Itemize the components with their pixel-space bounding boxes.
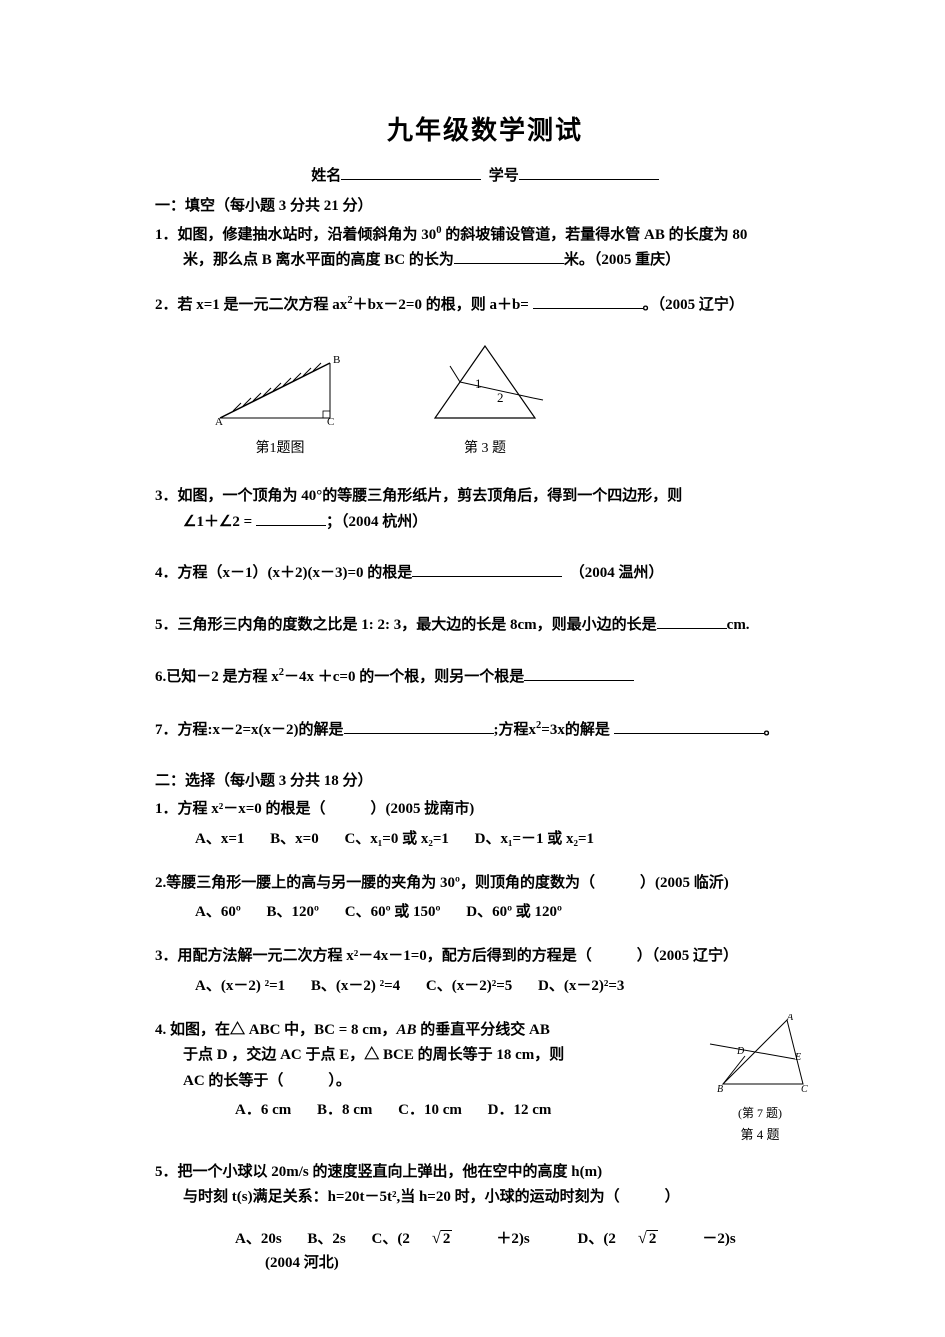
s1-q2-text-b: ＋bx－2=0 的根，则 a＋b=	[353, 297, 529, 313]
s2-q3-b: B、(x－2) ²=4	[311, 978, 400, 994]
figures-row: A C B 第1题图 1 2 第 3 题	[205, 338, 815, 460]
fig3-caption: 第 3 题	[415, 438, 555, 460]
s2-q4-ab-italic: AB	[396, 1022, 416, 1038]
s2-q5-opt-a: A、20s	[235, 1231, 282, 1247]
s1-q7-text-a: 7．方程:x－2=x(x－2)的解是	[155, 722, 344, 738]
s2-q4-opt-c: C．10 cm	[398, 1102, 462, 1118]
svg-text:E: E	[794, 1052, 801, 1063]
s2-q3-c: C、(x－2)²=5	[426, 978, 512, 994]
s1-q5: 5．三角形三内角的度数之比是 1: 2: 3，最大边的长是 8cm，则最小边的长…	[155, 613, 815, 639]
s2-q5-opt-d: D、(22－2)s	[578, 1231, 758, 1247]
s2-q2-opts: A、60º B、120º C、60º 或 150º D、60º 或 120º	[155, 900, 815, 924]
s2-q5-a: 5．把一个小球以 20m/s 的速度竖直向上弹出，他在空中的高度 h(m)	[155, 1164, 602, 1180]
s1-q6-text-b: －4x ＋c=0 的一个根，则另一个根是	[284, 669, 524, 685]
s1-q3-text-b: ∠1＋∠2 =	[183, 514, 252, 530]
s2-q4-opt-d: D．12 cm	[488, 1102, 552, 1118]
section2-head: 二：选择（每小题 3 分共 18 分）	[155, 769, 815, 793]
s2-q5-b: 与时刻 t(s)满足关系：h=20t－5t²,当 h=20 时，小球的运动时刻为…	[155, 1185, 815, 1211]
s1-q3-blank	[256, 511, 326, 526]
s1-q1-text-d: 米。（2005 重庆）	[564, 252, 680, 268]
svg-text:C: C	[801, 1084, 808, 1094]
s1-q2-blank	[533, 294, 643, 309]
s1-q1-text-b: 的斜坡铺设管道，若量得水管 AB 的长度为 80	[442, 227, 748, 243]
s2-q1: 1．方程 x²－x=0 的根是（ ）(2005 拢南市)	[155, 797, 815, 823]
s1-q4: 4．方程（x－1）(x＋2)(x－3)=0 的根是 （2004 温州）	[155, 561, 815, 587]
fig1-svg: A C B	[205, 353, 355, 428]
svg-text:C: C	[327, 416, 334, 428]
fig3-svg: 1 2	[415, 338, 555, 428]
s2-q1-opts: A、x=1 B、x=0 C、x₁=0 或 x₂=1 D、x₁=－1 或 x₂=1	[155, 827, 815, 851]
s1-q6: 6.已知－2 是方程 x2－4x ＋c=0 的一个根，则另一个根是	[155, 664, 815, 691]
s2-q1-b: B、x=0	[270, 831, 319, 847]
svg-text:B: B	[333, 354, 340, 366]
s2-q4-opt-b: B．8 cm	[317, 1102, 372, 1118]
s1-q6-text-a: 6.已知－2 是方程 x	[155, 669, 279, 685]
svg-text:1: 1	[475, 376, 482, 391]
s1-q1-text-c: 米，那么点 B 离水平面的高度 BC 的长为	[183, 252, 454, 268]
s2-q4-a: 4. 如图，在△ ABC 中，BC = 8 cm，	[155, 1022, 396, 1038]
s2-q2-a: A、60º	[195, 904, 241, 920]
s2-q1-d: D、x₁=－1 或 x₂=1	[475, 831, 594, 847]
s2-q4-a2: 的垂直平分线交 AB	[416, 1022, 549, 1038]
name-id-row: 姓名 学号	[155, 164, 815, 188]
s1-q1-text-a: 1．如图，修建抽水站时，沿着倾斜角为 30	[155, 227, 436, 243]
s2-q2: 2.等腰三角形一腰上的高与另一腰的夹角为 30º，则顶角的度数为（ ）(2005…	[155, 871, 815, 897]
s2-q3-opts: A、(x－2) ²=1 B、(x－2) ²=4 C、(x－2)²=5 D、(x－…	[155, 974, 815, 998]
s1-q7: 7．方程:x－2=x(x－2)的解是;方程x2=3x的解是 。	[155, 717, 815, 744]
s2-q5: 5．把一个小球以 20m/s 的速度竖直向上弹出，他在空中的高度 h(m) 与时…	[155, 1160, 815, 1211]
s1-q1-blank	[454, 249, 564, 264]
svg-text:A: A	[215, 416, 223, 428]
s2-q4-opt-a: A．6 cm	[235, 1102, 291, 1118]
s1-q1: 1．如图，修建抽水站时，沿着倾斜角为 300 的斜坡铺设管道，若量得水管 AB …	[155, 222, 815, 274]
s1-q7-text-d: 。	[764, 722, 779, 738]
s1-q5-blank	[657, 614, 727, 629]
id-blank	[519, 165, 659, 180]
s1-q6-blank	[524, 666, 634, 681]
fig1-caption: 第1题图	[205, 438, 355, 460]
s2-q5-opt-c: C、(22＋2)s	[372, 1231, 552, 1247]
svg-text:A: A	[786, 1014, 794, 1023]
name-label: 姓名	[311, 168, 341, 184]
s1-q4-text-a: 4．方程（x－1）(x＋2)(x－3)=0 的根是	[155, 565, 412, 581]
s2-q2-c: C、60º 或 150º	[345, 904, 441, 920]
s1-q4-text-b: （2004 温州）	[577, 565, 663, 581]
page-title: 九年级数学测试	[155, 110, 815, 152]
figure-1: A C B 第1题图	[205, 353, 355, 460]
s1-q3: 3．如图，一个顶角为 40°的等腰三角形纸片，剪去顶角后，得到一个四边形，则 ∠…	[155, 484, 815, 535]
s1-q7-text-c: =3x的解是	[541, 722, 610, 738]
s1-q4-blank	[412, 562, 562, 577]
s1-q7-blank2	[614, 719, 764, 734]
s1-q2-text-a: 2．若 x=1 是一元二次方程 ax	[155, 297, 347, 313]
section1-head: 一：填空（每小题 3 分共 21 分）	[155, 194, 815, 218]
s2-q3-d: D、(x－2)²=3	[538, 978, 624, 994]
svg-text:D: D	[736, 1046, 745, 1057]
s2-q5-src: (2004 河北)	[265, 1255, 339, 1271]
fig4-caption2: 第 4 题	[705, 1125, 815, 1146]
figure-3: 1 2 第 3 题	[415, 338, 555, 460]
svg-text:B: B	[717, 1084, 723, 1094]
s1-q2: 2．若 x=1 是一元二次方程 ax2＋bx－2=0 的根，则 a＋b= 。（2…	[155, 292, 815, 319]
s1-q3-text-a: 3．如图，一个顶角为 40°的等腰三角形纸片，剪去顶角后，得到一个四边形，则	[155, 488, 682, 504]
s1-q2-text-c: 。（2005 辽宁）	[643, 297, 744, 313]
s1-q7-text-b: ;方程x	[494, 722, 537, 738]
s2-q2-b: B、120º	[267, 904, 319, 920]
fig4-svg: A B C D E	[705, 1014, 815, 1094]
s2-q5-opts: A、20s B、2s C、(22＋2)s D、(22－2)s (2004 河北)	[155, 1225, 815, 1275]
figure-4: A B C D E (第 7 题) 第 4 题	[705, 1014, 815, 1146]
s2-q1-a: A、x=1	[195, 831, 244, 847]
fig4-caption1: (第 7 题)	[705, 1104, 815, 1123]
s1-q7-blank1	[344, 719, 494, 734]
s1-q5-text-a: 5．三角形三内角的度数之比是 1: 2: 3，最大边的长是 8cm，则最小边的长…	[155, 617, 657, 633]
name-blank	[341, 165, 481, 180]
s2-q3: 3．用配方法解一元二次方程 x²－4x－1=0，配方后得到的方程是（ ）（200…	[155, 944, 815, 970]
s2-q2-d: D、60º 或 120º	[466, 904, 562, 920]
s2-q3-a: A、(x－2) ²=1	[195, 978, 285, 994]
s1-q3-text-c: ；（2004 杭州）	[326, 514, 427, 530]
s1-q5-text-b: cm.	[727, 617, 750, 633]
id-label: 学号	[489, 168, 519, 184]
svg-text:2: 2	[497, 390, 504, 405]
s2-q1-c: C、x₁=0 或 x₂=1	[344, 831, 448, 847]
s2-q5-opt-b: B、2s	[307, 1231, 345, 1247]
